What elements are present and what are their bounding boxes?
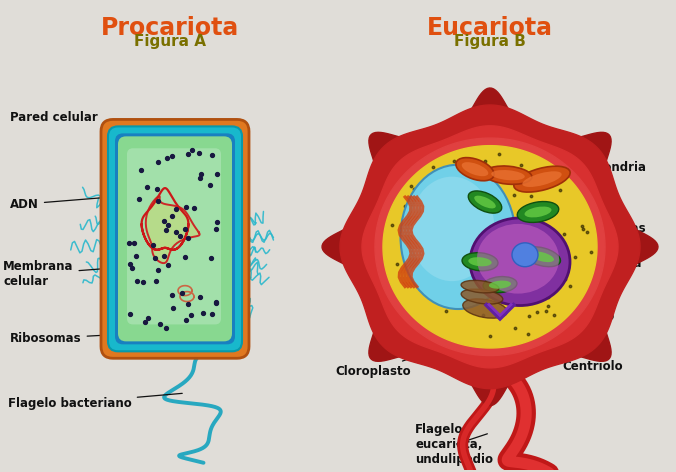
Text: Centriolo: Centriolo — [537, 359, 623, 373]
Polygon shape — [340, 105, 640, 388]
Ellipse shape — [512, 243, 538, 267]
Ellipse shape — [400, 165, 516, 309]
Ellipse shape — [468, 191, 502, 213]
Ellipse shape — [489, 280, 511, 289]
Text: Figura A: Figura A — [134, 34, 206, 49]
Ellipse shape — [517, 202, 559, 222]
Text: Ribosomas: Ribosomas — [10, 332, 135, 345]
Ellipse shape — [410, 177, 495, 281]
Polygon shape — [322, 88, 658, 405]
Polygon shape — [362, 126, 618, 368]
FancyBboxPatch shape — [127, 148, 221, 324]
Polygon shape — [383, 146, 597, 348]
Text: Núcleo: Núcleo — [551, 307, 615, 323]
Ellipse shape — [477, 224, 559, 294]
Text: Membrana
celular: Membrana celular — [561, 257, 642, 285]
Ellipse shape — [523, 171, 562, 187]
Ellipse shape — [461, 280, 499, 293]
Text: Ribosomas: Ribosomas — [558, 222, 647, 236]
Ellipse shape — [514, 166, 570, 192]
Text: Flagelo
eucariota,
undulipodio: Flagelo eucariota, undulipodio — [415, 423, 493, 466]
Ellipse shape — [462, 253, 498, 271]
Text: ADN: ADN — [10, 194, 145, 211]
Text: Cloroplasto: Cloroplasto — [335, 354, 422, 378]
Ellipse shape — [525, 207, 552, 218]
Text: Membrana
celular: Membrana celular — [3, 260, 127, 288]
Ellipse shape — [475, 196, 496, 209]
Text: Flagelo bacteriano: Flagelo bacteriano — [8, 393, 183, 410]
Polygon shape — [375, 138, 605, 355]
Ellipse shape — [462, 162, 488, 176]
Ellipse shape — [491, 170, 525, 180]
Text: Eucariota: Eucariota — [427, 16, 553, 40]
Ellipse shape — [468, 257, 491, 266]
FancyBboxPatch shape — [118, 136, 232, 341]
FancyBboxPatch shape — [108, 126, 242, 351]
Text: Mitocondria: Mitocondria — [533, 160, 647, 181]
Text: Pared celular: Pared celular — [10, 111, 172, 132]
Ellipse shape — [523, 247, 560, 267]
Text: Procariota: Procariota — [101, 16, 239, 40]
Ellipse shape — [463, 299, 507, 318]
FancyBboxPatch shape — [101, 119, 249, 358]
Polygon shape — [146, 196, 199, 263]
Ellipse shape — [470, 218, 570, 305]
Ellipse shape — [483, 277, 517, 293]
FancyBboxPatch shape — [115, 134, 235, 345]
Ellipse shape — [456, 158, 494, 181]
Ellipse shape — [461, 289, 503, 304]
Text: Figura B: Figura B — [454, 34, 526, 49]
Ellipse shape — [530, 252, 554, 262]
Ellipse shape — [484, 166, 532, 185]
